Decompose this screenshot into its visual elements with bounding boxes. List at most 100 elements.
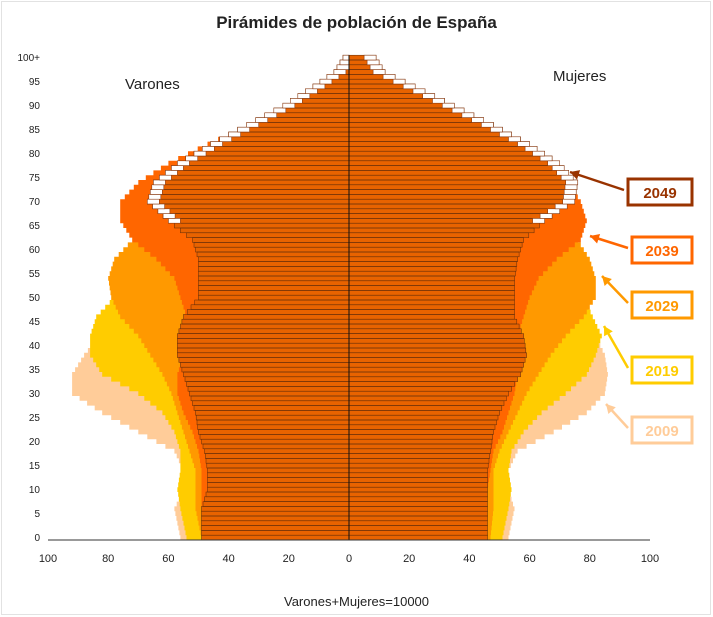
bar-women-outline-2049 <box>392 78 406 85</box>
legend-box-2039 <box>630 235 694 265</box>
bar-women-outline-2049 <box>490 126 503 133</box>
bar-women-outline-2049 <box>363 54 377 61</box>
bar-men-outline-2049 <box>153 179 166 186</box>
bar-women-outline-2049 <box>539 155 553 162</box>
x-tick-label: 20 <box>283 553 295 565</box>
bar-men-outline-2049 <box>210 141 223 147</box>
bar-women-outline-2049 <box>563 189 577 195</box>
bar-men-outline-2049 <box>289 98 303 104</box>
bar-men-outline-2049 <box>165 170 178 176</box>
legend-box-2029 <box>630 290 694 320</box>
bar-women-outline-2049 <box>461 112 475 118</box>
bar-women-outline-2049 <box>554 203 568 210</box>
chart-footer-note: Varones+Mujeres=10000 <box>283 594 430 609</box>
bar-men-outline-2049 <box>157 208 171 214</box>
legend-arrowhead-2039 <box>590 233 601 244</box>
chart-title: Pirámides de población de España <box>216 13 497 32</box>
bar-men-outline-2049 <box>319 78 333 85</box>
bar-women-outline-2049 <box>562 198 576 205</box>
bar-men-outline-2049 <box>339 59 350 66</box>
x-tick-label: 60 <box>523 553 535 565</box>
bar-men-outline-2049 <box>148 194 162 200</box>
legend-box-2019 <box>630 355 694 385</box>
bar-men-outline-2049 <box>312 83 326 90</box>
bar-men-outline-2049 <box>305 88 318 94</box>
bar-men-outline-2049 <box>333 69 347 75</box>
bar-men-outline-2049 <box>297 93 311 99</box>
right-side-label: Mujeres <box>553 68 607 85</box>
x-tick-label: 20 <box>403 553 415 565</box>
y-tick-label: 65 <box>29 221 41 232</box>
bar-men-outline-2049 <box>150 189 163 195</box>
bar-women-outline-2049 <box>517 141 530 147</box>
bar-men-outline-2049 <box>282 102 296 109</box>
bar-women-outline-2049 <box>565 179 579 186</box>
bar-men-outline-2049 <box>177 160 190 166</box>
bar-men-outline-2049 <box>237 126 250 133</box>
bar-women-outline-2049 <box>547 160 561 166</box>
bar-women-outline-2049 <box>560 174 574 181</box>
legend-arrowhead-2029 <box>602 276 612 286</box>
left-side-label: Varones <box>125 76 180 93</box>
y-tick-label: 55 <box>29 269 41 280</box>
x-tick-label: 40 <box>222 553 234 565</box>
legend-label-2009: 2009 <box>645 423 678 440</box>
y-tick-label: 45 <box>29 317 41 328</box>
x-tick-label: 100 <box>39 553 57 565</box>
bar-men-outline-2049 <box>185 155 198 162</box>
y-tick-label: 10 <box>29 485 41 496</box>
pyramid-area-2049 <box>147 55 578 540</box>
legend-arrowhead-2049 <box>570 170 581 180</box>
legend-label-2039: 2039 <box>645 243 678 260</box>
bar-women-outline-2049 <box>432 98 445 104</box>
y-tick-label: 50 <box>29 293 41 304</box>
y-tick-label: 30 <box>29 389 41 400</box>
y-tick-label: 15 <box>29 461 41 472</box>
bar-women-outline-2049 <box>372 69 386 75</box>
bar-men-outline-2049 <box>193 150 207 157</box>
legend-arrow-2049 <box>569 170 625 192</box>
bar-men-outline-2049 <box>171 165 184 171</box>
bar-men-outline-2049 <box>202 146 215 152</box>
bar-men-outline-2049 <box>159 174 172 181</box>
bar-women-outline-2049 <box>563 194 576 200</box>
bar-men-outline-2049 <box>273 107 287 114</box>
x-tick-label: 0 <box>346 553 352 565</box>
bar-women-outline-2049 <box>402 83 416 90</box>
legend-label-2029: 2029 <box>645 298 678 315</box>
bar-women-outline-2049 <box>524 146 538 152</box>
bar-men-outline-2049 <box>342 54 350 61</box>
bar-men-outline-2049 <box>151 184 165 190</box>
x-tick-label: 40 <box>463 553 475 565</box>
legend-arrowhead-2009 <box>606 404 616 415</box>
y-tick-label: 100+ <box>17 53 40 64</box>
bar-women-outline-2049 <box>382 74 396 80</box>
bar-men-outline-2049 <box>162 213 176 219</box>
bar-men-outline-2049 <box>219 136 232 142</box>
bar-women-outline-2049 <box>547 208 561 214</box>
y-tick-label: 0 <box>34 533 40 544</box>
bar-women-outline-2049 <box>499 131 512 138</box>
bar-women-outline-2049 <box>412 88 426 94</box>
bar-men-outline-2049 <box>246 122 259 128</box>
y-tick-label: 85 <box>29 125 41 136</box>
x-tick-label: 80 <box>584 553 596 565</box>
y-tick-label: 70 <box>29 197 41 208</box>
bar-men-outline-2049 <box>264 112 278 118</box>
bar-women-outline-2049 <box>508 136 521 142</box>
y-tick-label: 20 <box>29 437 41 448</box>
bar-women-outline-2049 <box>366 59 380 66</box>
y-tick-label: 75 <box>29 173 41 184</box>
y-tick-label: 40 <box>29 341 41 352</box>
legend-box-2009 <box>630 415 694 445</box>
bar-men-outline-2049 <box>147 198 160 205</box>
bar-men-outline-2049 <box>255 117 268 123</box>
bar-women-outline-2049 <box>532 150 545 157</box>
x-tick-label: 60 <box>162 553 174 565</box>
x-tick-label: 80 <box>102 553 114 565</box>
bar-women-outline-2049 <box>532 218 545 224</box>
bar-women-outline-2049 <box>441 102 455 109</box>
y-tick-label: 95 <box>29 77 41 88</box>
